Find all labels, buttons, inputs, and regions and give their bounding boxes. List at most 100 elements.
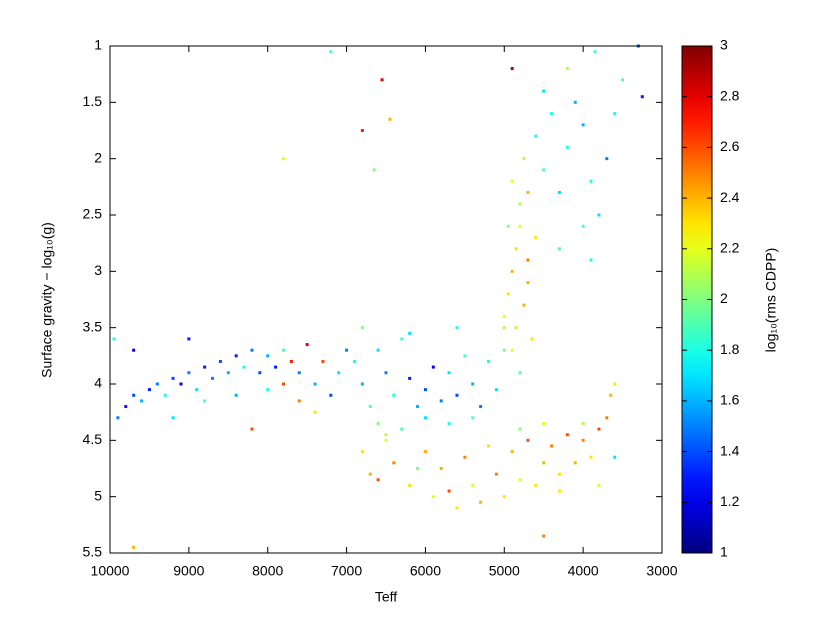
y-tick-label: 3	[94, 262, 102, 278]
point	[609, 393, 613, 397]
y-tick-label: 5.5	[83, 544, 103, 560]
point	[368, 405, 372, 409]
point	[463, 354, 467, 358]
point	[132, 348, 136, 352]
point	[297, 371, 301, 375]
point	[573, 461, 577, 465]
point	[416, 467, 420, 470]
y-tick-label: 5	[94, 487, 102, 503]
point	[605, 157, 609, 161]
point	[112, 337, 116, 341]
point	[526, 190, 530, 194]
point	[329, 50, 333, 54]
point	[534, 483, 538, 487]
point	[281, 348, 285, 352]
point	[171, 376, 175, 380]
point	[557, 472, 561, 476]
point	[479, 500, 483, 504]
point	[345, 348, 349, 352]
point	[384, 438, 388, 442]
point	[171, 416, 175, 420]
point	[581, 224, 585, 228]
point	[368, 472, 372, 476]
x-tick-label: 9000	[173, 563, 204, 579]
x-tick-label: 8000	[252, 563, 283, 579]
point	[258, 371, 262, 375]
point	[250, 427, 254, 431]
point	[526, 438, 530, 442]
y-tick-label: 2.5	[83, 206, 103, 222]
point	[471, 382, 475, 386]
point	[447, 489, 451, 493]
point	[506, 292, 510, 296]
x-tick-label: 4000	[568, 563, 599, 579]
point	[518, 478, 522, 482]
point	[140, 399, 144, 403]
colorbar-tick-label: 1.2	[720, 493, 740, 509]
point	[455, 393, 459, 397]
point	[124, 405, 128, 409]
point	[392, 461, 396, 465]
point	[514, 247, 518, 251]
point	[589, 258, 593, 262]
point	[502, 495, 506, 499]
point	[565, 433, 569, 437]
colorbar-tick-label: 1	[720, 544, 728, 560]
point	[463, 455, 467, 459]
point	[242, 365, 246, 369]
point	[542, 421, 546, 425]
point	[226, 371, 230, 375]
point	[203, 399, 207, 403]
point	[116, 416, 120, 420]
point	[289, 359, 293, 363]
point	[581, 421, 585, 425]
point	[179, 382, 183, 386]
point	[439, 467, 443, 470]
point	[542, 534, 546, 538]
point	[534, 134, 538, 138]
point	[408, 376, 412, 380]
point	[163, 393, 167, 397]
point	[502, 326, 506, 330]
colorbar-tick-label: 3	[720, 37, 728, 53]
point	[471, 416, 475, 420]
y-tick-label: 4.5	[83, 431, 103, 447]
point	[597, 483, 601, 487]
point	[613, 455, 617, 459]
point	[321, 359, 325, 363]
y-tick-label: 4	[94, 375, 102, 391]
point	[250, 348, 254, 352]
y-tick-label: 1	[94, 37, 102, 53]
point	[597, 213, 601, 217]
point	[518, 224, 522, 228]
point	[550, 444, 554, 448]
point	[431, 365, 435, 369]
point	[400, 427, 404, 431]
x-tick-label: 7000	[331, 563, 362, 579]
colorbar-tick-label: 1.4	[720, 442, 740, 458]
point	[455, 326, 459, 330]
point	[522, 303, 526, 307]
point	[557, 247, 561, 251]
point	[423, 388, 427, 392]
point	[211, 376, 215, 380]
plot-frame	[109, 45, 663, 554]
point	[510, 269, 514, 273]
point	[621, 78, 625, 82]
colorbar-tick-label: 2	[720, 290, 728, 306]
point	[522, 157, 526, 161]
point	[416, 405, 420, 409]
point	[526, 258, 530, 262]
point	[234, 393, 238, 397]
point	[376, 348, 380, 352]
point	[530, 337, 534, 341]
point	[439, 399, 443, 403]
point	[605, 416, 609, 420]
point	[581, 438, 585, 442]
point	[431, 495, 435, 499]
point	[337, 371, 341, 375]
y-tick-label: 3.5	[83, 318, 103, 334]
point	[155, 382, 159, 386]
point	[281, 157, 285, 161]
